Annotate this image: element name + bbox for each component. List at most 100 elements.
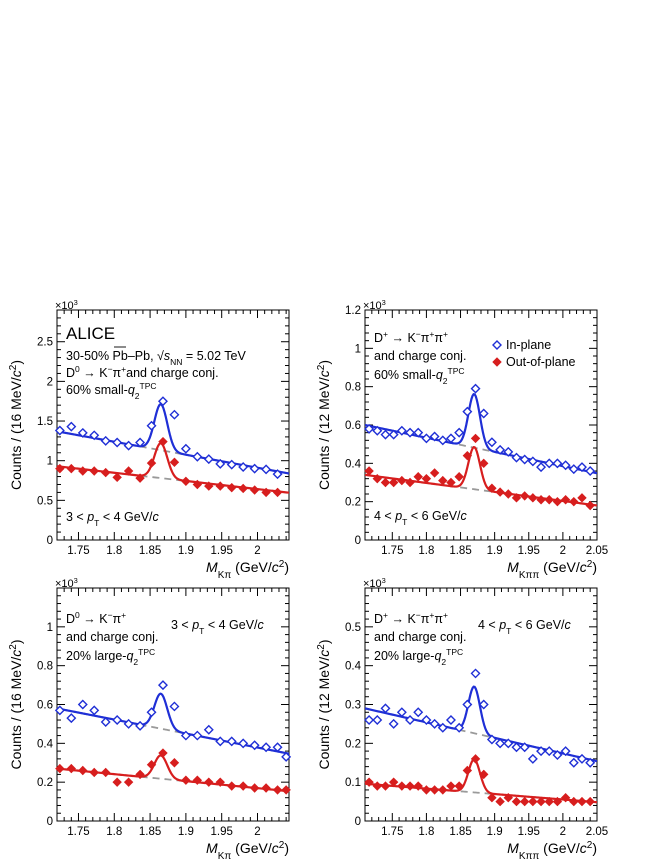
data-point xyxy=(503,738,514,749)
data-point xyxy=(544,495,554,505)
data-point xyxy=(192,479,203,490)
data-point xyxy=(66,421,77,432)
data-point xyxy=(388,477,399,488)
data-point xyxy=(123,466,134,476)
data-point xyxy=(470,433,481,444)
plot-frame xyxy=(56,309,290,541)
y-axis-title: Counts / (16 MeV/c2) xyxy=(8,639,25,769)
data-point xyxy=(544,796,554,807)
data-point xyxy=(495,796,505,807)
data-point xyxy=(78,765,88,776)
data-point xyxy=(438,475,448,486)
data-point xyxy=(100,767,111,778)
data-point xyxy=(405,477,415,488)
data-point xyxy=(249,463,260,474)
data-point xyxy=(495,738,506,749)
data-point xyxy=(261,742,272,753)
data-point xyxy=(135,769,145,780)
axis-multiplier: ×103 xyxy=(363,576,386,591)
data-point xyxy=(462,450,473,461)
data-point xyxy=(55,463,65,474)
data-point xyxy=(495,487,505,497)
data-point xyxy=(437,435,448,446)
pt-range-label: 3 < pT < 4 GeV/c xyxy=(66,510,160,528)
x-tick-label: 1.95 xyxy=(210,826,232,838)
data-point xyxy=(429,718,440,729)
data-point xyxy=(388,777,399,787)
data-point xyxy=(112,437,123,448)
data-point xyxy=(380,429,391,440)
data-point xyxy=(413,781,423,791)
data-point xyxy=(123,718,134,729)
panel-3: 1.75 1.8 1.85 1.9 1.95 2 0 0.2 0.4 0.6 0.8 1 ×103 Cou… xyxy=(8,576,292,860)
data-point xyxy=(413,427,424,438)
y-tick-label: 0.2 xyxy=(345,497,361,509)
data-point xyxy=(536,796,546,807)
y-tick-label: 0.6 xyxy=(37,700,53,712)
decay-label-line2: and charge conj. xyxy=(374,630,466,644)
data-point xyxy=(503,446,514,457)
x-axis-title: MKπ (GeV/c2) xyxy=(206,559,289,581)
data-point xyxy=(226,736,237,747)
data-point xyxy=(486,734,497,745)
data-point xyxy=(519,742,530,753)
y-tick-label: 0 xyxy=(47,535,53,547)
data-point xyxy=(380,703,391,714)
x-tick-label: 1.8 xyxy=(106,826,122,838)
data-point xyxy=(169,409,180,420)
data-point xyxy=(180,730,191,741)
data-point xyxy=(585,466,596,476)
x-tick-label: 2.05 xyxy=(586,826,608,838)
y-tick-label: 1 xyxy=(47,622,53,634)
data-point xyxy=(158,436,168,447)
data-point xyxy=(249,740,260,751)
data-point xyxy=(454,427,465,438)
data-point xyxy=(215,481,225,491)
x-tick-label: 1.85 xyxy=(139,826,161,838)
panel-1: 1.75 1.8 1.85 1.9 1.95 2 0 0.5 1 1.5 2 2.5 ×103 Count… xyxy=(8,298,290,581)
data-point xyxy=(372,473,382,484)
in-plane-series xyxy=(364,668,596,768)
data-point xyxy=(454,472,464,482)
data-point xyxy=(54,705,65,716)
x-tick-label: 1.95 xyxy=(210,545,232,557)
data-point xyxy=(495,444,506,455)
data-point xyxy=(146,759,157,770)
data-point xyxy=(544,746,555,757)
data-point xyxy=(429,431,440,442)
selection-label: 20% large-q2TPC xyxy=(66,647,155,667)
data-point xyxy=(380,477,391,488)
data-point xyxy=(503,792,514,803)
y-tick-label: 2 xyxy=(47,376,53,388)
data-point xyxy=(577,796,587,807)
data-point xyxy=(55,763,65,774)
data-point xyxy=(158,748,168,758)
x-tick-label: 1.95 xyxy=(518,826,540,838)
y-tick-label: 1 xyxy=(355,343,361,355)
data-point xyxy=(272,469,283,480)
data-point xyxy=(397,475,407,486)
y-tick-label: 0.6 xyxy=(345,420,361,432)
data-point xyxy=(272,785,283,795)
data-point xyxy=(503,489,514,499)
data-point xyxy=(445,433,456,444)
data-point xyxy=(421,473,432,484)
data-point xyxy=(576,462,587,473)
y-tick-label: 0.2 xyxy=(345,738,361,750)
decay-label: D0 → K−π+ xyxy=(66,610,126,626)
data-point xyxy=(568,757,579,768)
data-point xyxy=(227,482,237,493)
axis-multiplier: ×103 xyxy=(55,298,78,313)
panel-4: 1.75 1.8 1.85 1.9 1.95 2 2.05 0 0.1 0.2 0.3 0.4 0.5 ×… xyxy=(316,576,609,860)
data-point xyxy=(519,796,530,807)
y-tick-label: 0.4 xyxy=(345,661,362,673)
y-tick-label: 0.5 xyxy=(345,622,361,634)
data-point xyxy=(478,408,489,419)
data-point xyxy=(536,495,546,505)
data-point xyxy=(445,715,456,726)
data-point xyxy=(536,462,547,473)
y-axis-title: Counts / (16 MeV/c2) xyxy=(8,360,25,490)
data-point xyxy=(238,781,248,791)
data-point xyxy=(470,668,481,679)
